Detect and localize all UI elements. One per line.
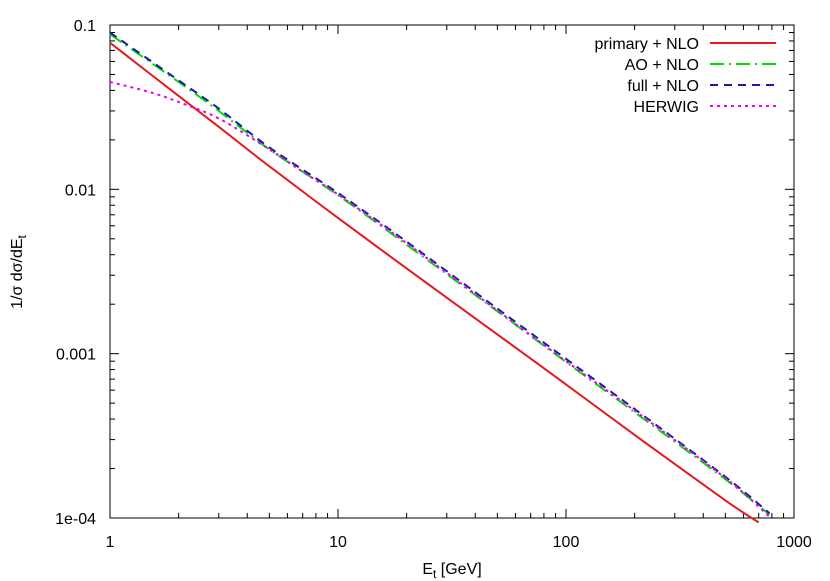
legend-label: AO + NLO: [625, 57, 699, 74]
series-line-2: [109, 31, 771, 514]
x-axis-title: Et [GeV]: [422, 561, 481, 581]
legend-label: primary + NLO: [595, 36, 699, 53]
y-tick-label: 0.001: [56, 347, 96, 364]
axis-tick-labels: 1 10 100 1000 1e-04 0.001 0.01 0.1: [55, 18, 812, 551]
series-line-3: [109, 81, 771, 518]
x-tick-label: 1000: [776, 534, 812, 551]
series-lines: [109, 31, 771, 524]
legend: primary + NLO AO + NLO full + NLO HERWIG: [595, 36, 776, 116]
y-tick-label: 1e-04: [55, 511, 96, 528]
x-tick-label: 1: [106, 534, 115, 551]
series-line-1: [109, 33, 771, 516]
y-tick-label: 0.1: [74, 18, 96, 35]
series-line-0: [109, 41, 760, 524]
axis-ticks: [109, 25, 795, 519]
x-tick-label: 100: [553, 534, 580, 551]
legend-label: full + NLO: [627, 78, 699, 95]
x-tick-label: 10: [329, 534, 347, 551]
y-axis-title: 1/σ dσ/dEt: [9, 234, 29, 308]
y-tick-label: 0.01: [65, 182, 96, 199]
plot-frame: [109, 24, 795, 519]
legend-label: HERWIG: [634, 99, 699, 116]
